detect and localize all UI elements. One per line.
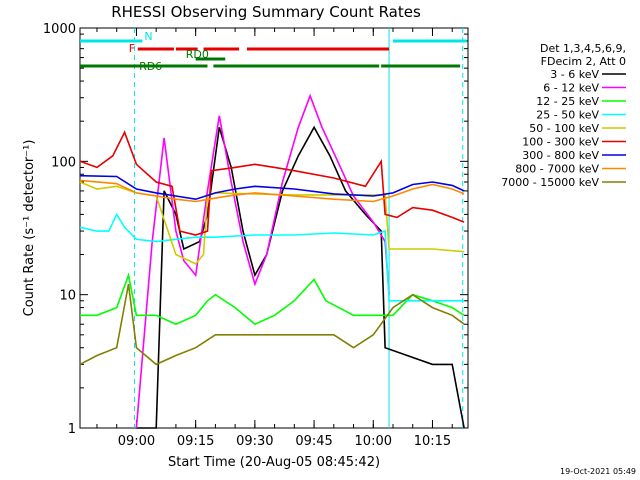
series-line xyxy=(79,283,465,366)
flag-label-rd6: RD6 xyxy=(139,60,162,73)
y-tick-label: 1 xyxy=(68,422,76,437)
series-line xyxy=(79,174,465,201)
legend-label: 6 - 12 keV xyxy=(543,82,599,95)
legend-header: FDecim 2, Att 0 xyxy=(541,55,626,68)
flag-bars: NF RD0 RD6 xyxy=(80,30,467,73)
legend-label: 800 - 7000 keV xyxy=(515,163,599,176)
series-line xyxy=(135,93,390,429)
x-tick-label: 09:30 xyxy=(236,434,273,449)
x-tick-label: 09:45 xyxy=(295,434,332,449)
tick-layer: 09:00 09:15 09:30 09:45 10:00 10:15 1 10 100 1000 xyxy=(43,22,468,449)
series-line xyxy=(79,130,465,236)
flag-label-f: F xyxy=(129,42,135,55)
timestamp: 19-Oct-2021 05:49 xyxy=(560,467,636,476)
legend-label: 300 - 800 keV xyxy=(522,149,599,162)
legend-label: 100 - 300 keV xyxy=(522,136,599,149)
x-tick-label: 10:15 xyxy=(414,434,451,449)
y-tick-label: 100 xyxy=(51,155,76,170)
legend-label: 25 - 50 keV xyxy=(536,109,599,122)
legend-label: 12 - 25 keV xyxy=(536,95,599,108)
chart-title: RHESSI Observing Summary Count Rates xyxy=(111,3,421,21)
flag-label-n: N xyxy=(144,30,152,43)
y-tick-label: 10 xyxy=(59,289,76,304)
legend-label: 50 - 100 keV xyxy=(529,122,599,135)
legend: Det 1,3,4,5,6,9,FDecim 2, Att 03 - 6 keV… xyxy=(501,42,626,189)
vertical-markers xyxy=(133,28,464,428)
x-tick-label: 09:00 xyxy=(118,434,155,449)
y-tick-label: 1000 xyxy=(43,22,76,37)
y-axis-label: Count Rate (s⁻¹ detector⁻¹) xyxy=(22,140,37,317)
flag-label-rd0: RD0 xyxy=(186,48,209,61)
legend-label: 7000 - 15000 keV xyxy=(501,176,599,189)
series-layer xyxy=(79,93,465,429)
x-axis-label: Start Time (20-Aug-05 08:45:42) xyxy=(168,455,380,470)
series-line xyxy=(79,179,465,203)
legend-label: 3 - 6 keV xyxy=(550,68,599,81)
series-line xyxy=(79,212,465,302)
legend-header: Det 1,3,4,5,6,9, xyxy=(540,42,626,55)
x-tick-label: 10:00 xyxy=(355,434,392,449)
x-tick-label: 09:15 xyxy=(177,434,214,449)
series-line xyxy=(80,272,465,326)
